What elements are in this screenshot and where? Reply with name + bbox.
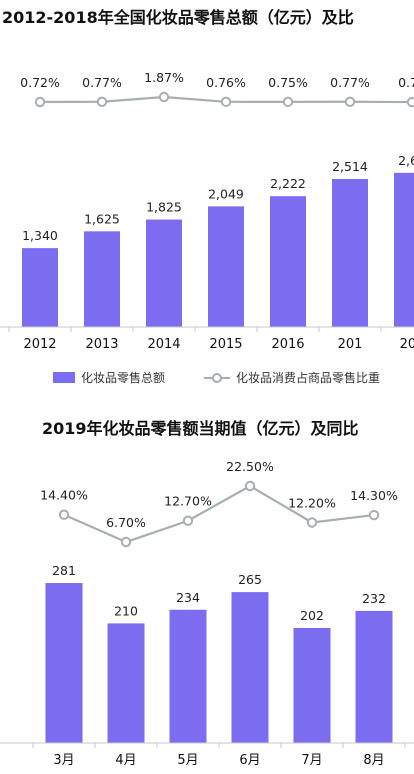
chart2-bar-4 xyxy=(293,627,331,743)
chart1-bar-label-4: 2,222 xyxy=(270,176,306,191)
chart1-x-tick-6: 201 xyxy=(400,337,414,352)
chart2-bar-2 xyxy=(169,609,207,743)
chart-1-title: 2012-2018年全国化妆品零售总额（亿元）及比 xyxy=(2,8,354,27)
chart1-bar-6 xyxy=(394,172,414,327)
chart2-x-tick-1: 4月 xyxy=(115,753,136,768)
chart1-line-label-3: 0.76% xyxy=(206,75,246,90)
chart1-bar-5 xyxy=(332,179,368,327)
chart1-bar-label-2: 1,825 xyxy=(146,200,182,215)
chart1-bar-label-6: 2,61 xyxy=(398,153,414,168)
chart2-line-series xyxy=(63,484,375,544)
chart2-line-label-3: 22.50% xyxy=(226,459,274,474)
chart1-bar-label-0: 1,340 xyxy=(22,228,58,243)
chart1-legend-bar-swatch xyxy=(53,372,75,383)
chart2-bar-label-4: 202 xyxy=(300,608,324,623)
chart-2-title: 2019年化妆品零售额当期值（亿元）及同比 xyxy=(42,419,359,438)
chart1-line-label-2: 1.87% xyxy=(144,70,184,85)
chart2-bar-label-3: 265 xyxy=(238,572,262,587)
chart2-line-point-3 xyxy=(244,480,256,492)
chart1-line-point-5 xyxy=(344,96,356,107)
chart2-line-label-0: 14.40% xyxy=(40,488,88,503)
chart1-line-point-0 xyxy=(34,96,46,108)
chart1-x-tick-4: 2016 xyxy=(271,337,304,352)
chart2-line-point-2 xyxy=(182,515,194,526)
chart2-x-tick-2: 5月 xyxy=(177,753,198,768)
chart2-line-label-2: 12.70% xyxy=(164,494,212,509)
chart1-bar-label-1: 1,625 xyxy=(84,211,120,226)
chart1-line-point-1 xyxy=(96,96,108,107)
chart2-bar-5 xyxy=(355,610,393,743)
chart2-bar-label-2: 234 xyxy=(176,590,200,605)
chart1-bar-2 xyxy=(146,219,182,327)
chart2-bar-0 xyxy=(45,583,83,743)
chart1-bar-1 xyxy=(84,231,120,327)
chart2-line-point-4 xyxy=(306,517,318,528)
chart2-line-label-4: 12.20% xyxy=(288,496,336,511)
chart1-x-tick-3: 2015 xyxy=(209,337,242,352)
chart2-line-label-5: 14.30% xyxy=(350,488,398,503)
chart2-bar-3 xyxy=(231,592,269,743)
chart1-x-tick-5: 201 xyxy=(338,337,363,352)
chart2-line-point-5 xyxy=(368,509,380,521)
chart1-bar-3 xyxy=(208,206,244,327)
chart1-line-point-3 xyxy=(220,96,232,108)
chart1-line-label-1: 0.77% xyxy=(82,75,122,90)
chart2-line-point-0 xyxy=(58,509,70,520)
chart1-line-point-2 xyxy=(158,91,170,103)
chart1-line-point-4 xyxy=(282,96,294,108)
chart2-bar-label-0: 281 xyxy=(52,563,76,578)
chart1-line-label-6: 0.70 xyxy=(398,75,414,90)
chart1-x-tick-1: 2013 xyxy=(85,337,118,352)
chart2-bar-label-5: 232 xyxy=(362,591,386,606)
chart1-bar-0 xyxy=(22,248,58,327)
chart2-x-tick-4: 7月 xyxy=(301,753,322,768)
chart2-line-label-1: 6.70% xyxy=(106,515,146,530)
chart1-legend-line-marker xyxy=(212,373,222,383)
chart2-x-tick-0: 3月 xyxy=(53,753,74,768)
chart2-bar-label-1: 210 xyxy=(114,603,138,618)
chart1-line-point-6 xyxy=(406,96,414,108)
chart1-legend-bar-label: 化妆品零售总额 xyxy=(81,370,165,385)
chart1-legend-line-label: 化妆品消费占商品零售比重 xyxy=(236,370,380,385)
chart1-x-tick-0: 2012 xyxy=(23,337,56,352)
chart1-bar-label-5: 2,514 xyxy=(332,159,368,174)
chart2-x-tick-5: 8月 xyxy=(363,753,384,768)
chart1-line-label-5: 0.77% xyxy=(330,75,370,90)
chart2-line-point-1 xyxy=(120,536,132,548)
chart1-line-label-4: 0.75% xyxy=(268,75,308,90)
chart2-x-tick-3: 6月 xyxy=(239,753,260,768)
chart1-x-tick-2: 2014 xyxy=(147,337,180,352)
chart1-line-label-0: 0.72% xyxy=(20,75,60,90)
chart2-bar-1 xyxy=(107,623,145,743)
chart1-bar-4 xyxy=(270,196,306,327)
chart1-bar-label-3: 2,049 xyxy=(208,186,244,201)
